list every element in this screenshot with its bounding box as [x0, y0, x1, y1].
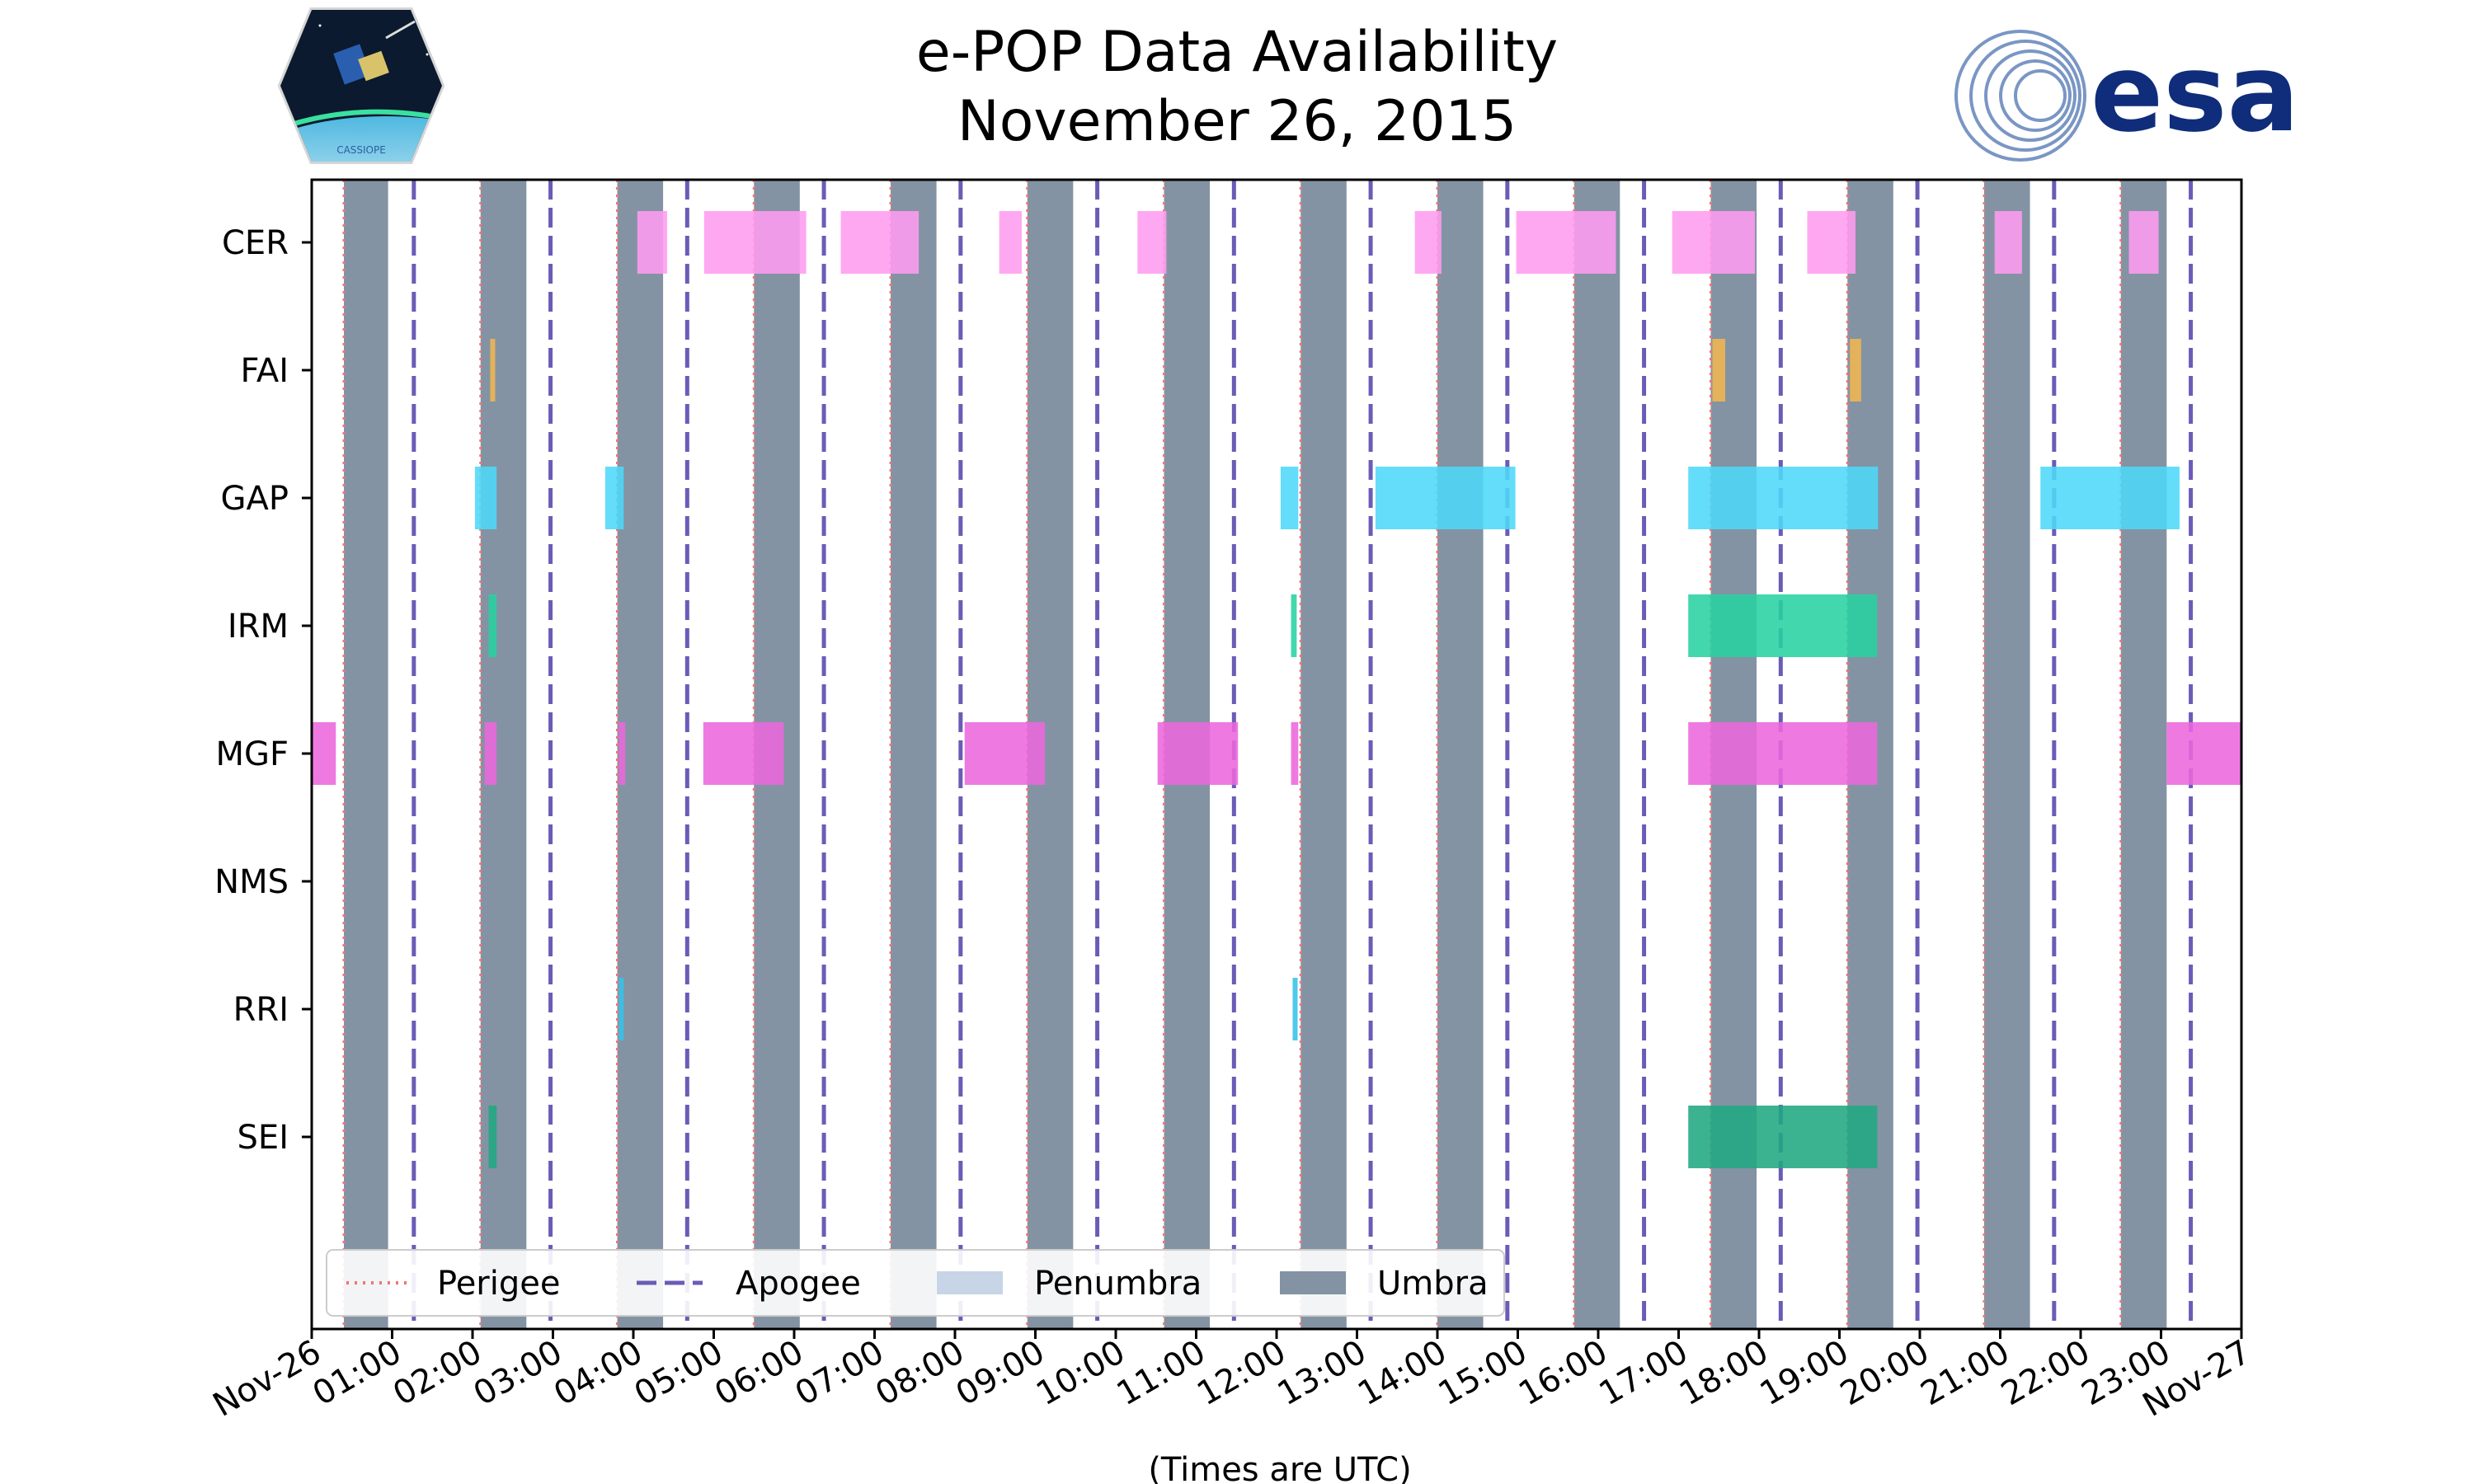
data-bar-gap-4 [1688, 467, 1879, 529]
legend-penumbra-swatch [937, 1271, 1003, 1294]
data-bar-mgf-1 [484, 722, 497, 785]
legend-box [326, 1249, 1505, 1317]
x-tick-label-4: 04:00 [548, 1333, 649, 1413]
esa-logo: esa [1954, 30, 2299, 162]
x-tick-label-3: 03:00 [468, 1333, 569, 1413]
x-tick-label-9: 09:00 [950, 1333, 1051, 1413]
data-bar-mgf-4 [964, 722, 1046, 785]
data-bar-mgf-5 [1157, 722, 1239, 785]
y-tick-label-mgf: MGF [215, 735, 289, 773]
x-tick-label-7: 07:00 [789, 1333, 891, 1413]
x-tick-label-22: 22:00 [1995, 1333, 2096, 1413]
x-tick-label-10: 10:00 [1030, 1333, 1131, 1413]
x-tick-label-21: 21:00 [1915, 1333, 2016, 1413]
data-bar-cer-8 [1807, 211, 1856, 274]
x-tick-label-5: 05:00 [628, 1333, 730, 1413]
x-tick-label-12: 12:00 [1191, 1333, 1292, 1413]
data-bar-fai-1 [1712, 339, 1726, 402]
y-tick-label-gap: GAP [221, 480, 289, 518]
data-bar-cer-1 [703, 211, 807, 274]
esa-logo-text: esa [2091, 31, 2299, 156]
data-bars-layer [312, 211, 2241, 1168]
data-bar-irm-2 [1688, 594, 1878, 657]
data-bar-rri-1 [1292, 978, 1298, 1040]
umbra-band-0 [344, 180, 388, 1329]
data-bar-mgf-6 [1291, 722, 1299, 785]
y-axis: CER FAI GAP IRM MGF NMS RRI SEI [214, 224, 312, 1157]
data-bar-cer-3 [999, 211, 1022, 274]
legend-umbra-swatch [1280, 1271, 1346, 1294]
data-bar-rri-0 [618, 978, 624, 1040]
data-bar-mgf-0 [312, 722, 336, 785]
x-tick-label-2: 02:00 [387, 1333, 488, 1413]
legend: Perigee Apogee Penumbra Umbra [326, 1249, 1505, 1317]
data-bar-cer-0 [637, 211, 667, 274]
x-tick-label-11: 11:00 [1111, 1333, 1212, 1413]
x-tick-label-19: 19:00 [1754, 1333, 1856, 1413]
data-bar-mgf-2 [618, 722, 626, 785]
x-axis-label: (Times are UTC) [1148, 1451, 1411, 1484]
data-bar-cer-4 [1137, 211, 1167, 274]
y-tick-label-nms: NMS [214, 863, 289, 901]
data-bar-sei-1 [1688, 1106, 1878, 1168]
chart-title: e-POP Data Availability [915, 20, 1559, 85]
y-tick-label-fai: FAI [241, 352, 289, 390]
data-bar-fai-0 [490, 339, 496, 402]
umbra-band-13 [2120, 180, 2167, 1329]
x-tick-label-8: 08:00 [869, 1333, 971, 1413]
data-bar-gap-2 [1280, 467, 1299, 529]
data-bar-mgf-3 [703, 722, 784, 785]
x-tick-label-1: 01:00 [307, 1333, 408, 1413]
data-bar-sei-0 [488, 1106, 497, 1168]
cassiope-logo-caption: CASSIOPE [336, 144, 386, 156]
data-bar-gap-0 [474, 467, 497, 529]
plot-frame [310, 178, 2243, 1331]
cassiope-logo: CASSIOPE [277, 7, 445, 164]
umbra-band-12 [1984, 180, 2030, 1329]
x-tick-label-20: 20:00 [1834, 1333, 1935, 1413]
legend-apogee-label: Apogee [736, 1265, 861, 1303]
x-tick-label-17: 17:00 [1593, 1333, 1695, 1413]
chart-subtitle: November 26, 2015 [957, 89, 1517, 154]
x-tick-label-6: 06:00 [708, 1333, 810, 1413]
legend-umbra-label: Umbra [1377, 1265, 1489, 1303]
data-bar-cer-10 [2128, 211, 2159, 274]
data-bar-fai-2 [1850, 339, 1861, 402]
legend-perigee-label: Perigee [437, 1265, 560, 1303]
x-tick-label-16: 16:00 [1512, 1333, 1614, 1413]
y-tick-label-cer: CER [222, 224, 289, 262]
y-tick-label-irm: IRM [228, 608, 289, 646]
data-bar-gap-1 [604, 467, 624, 529]
data-bar-gap-3 [1375, 467, 1516, 529]
umbra-band-8 [1437, 180, 1484, 1329]
umbra-band-4 [891, 180, 937, 1329]
data-bar-gap-5 [2040, 467, 2180, 529]
x-tick-label-13: 13:00 [1272, 1333, 1373, 1413]
y-tick-label-sei: SEI [238, 1119, 289, 1157]
x-tick-label-18: 18:00 [1673, 1333, 1775, 1413]
y-tick-label-rri: RRI [233, 991, 289, 1029]
legend-penumbra-label: Penumbra [1034, 1265, 1202, 1303]
umbra-band-7 [1300, 180, 1347, 1329]
x-tick-label-15: 15:00 [1432, 1333, 1534, 1413]
data-bar-irm-1 [1291, 594, 1297, 657]
data-bar-cer-5 [1414, 211, 1442, 274]
data-bar-mgf-7 [1688, 722, 1878, 785]
x-tick-label-14: 14:00 [1352, 1333, 1453, 1413]
data-bar-cer-2 [840, 211, 920, 274]
data-bar-cer-6 [1516, 211, 1616, 274]
x-axis: Nov-2601:0002:0003:0004:0005:0006:0007:0… [207, 1329, 2257, 1425]
data-bar-mgf-8 [2166, 722, 2241, 785]
data-bar-cer-9 [1994, 211, 2022, 274]
data-bar-irm-0 [488, 594, 497, 657]
umbra-band-9 [1573, 180, 1620, 1329]
data-bar-cer-7 [1672, 211, 1756, 274]
